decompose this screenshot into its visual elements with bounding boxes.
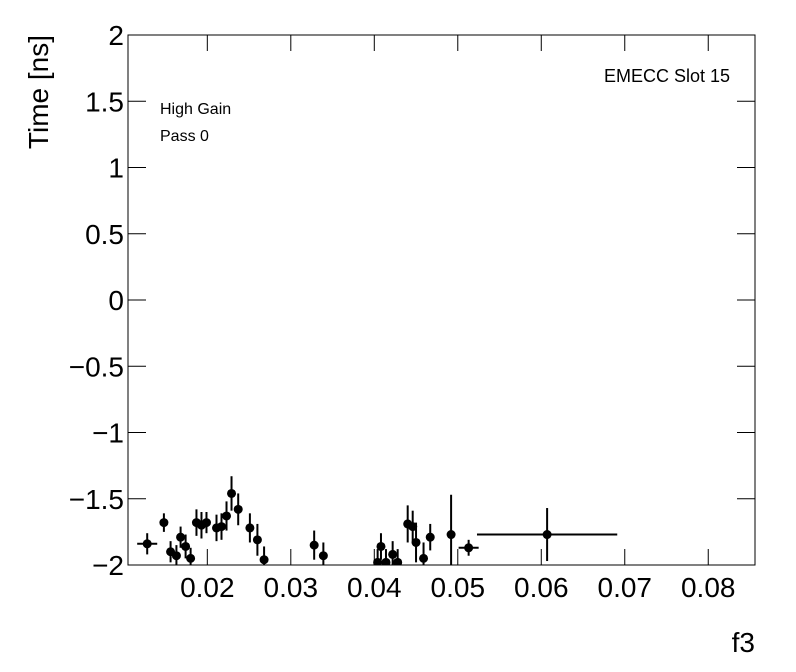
point <box>542 530 552 540</box>
y-tick-label: 1 <box>108 153 124 184</box>
point <box>419 553 429 563</box>
point <box>446 530 456 540</box>
point <box>464 543 474 553</box>
point <box>217 522 227 532</box>
y-tick-label: 0 <box>108 285 124 316</box>
point <box>252 535 262 545</box>
x-tick-label: 0.04 <box>347 572 402 603</box>
x-tick-label: 0.07 <box>598 572 653 603</box>
y-tick-label: 0.5 <box>85 219 124 250</box>
point <box>411 537 421 547</box>
point <box>227 488 237 498</box>
point <box>388 549 398 559</box>
y-tick-label: 1.5 <box>85 86 124 117</box>
point <box>393 557 403 565</box>
annotation: Pass 0 <box>160 128 209 145</box>
point <box>318 551 328 561</box>
point <box>176 532 186 542</box>
point <box>222 511 232 521</box>
annotation: High Gain <box>160 101 231 118</box>
point <box>171 551 181 561</box>
point <box>373 557 383 565</box>
y-tick-label: −1 <box>92 418 124 449</box>
point <box>245 523 255 533</box>
point <box>159 518 169 528</box>
x-tick-label: 0.03 <box>264 572 319 603</box>
data-area <box>137 476 618 565</box>
point <box>408 522 418 532</box>
x-tick-label: 0.08 <box>681 572 736 603</box>
y-axis-label: Time [ns] <box>23 35 54 149</box>
point <box>381 557 391 565</box>
point <box>142 539 152 549</box>
point <box>181 541 191 551</box>
x-tick-label: 0.02 <box>180 572 235 603</box>
chart-label: EMECC Slot 15 <box>604 66 730 86</box>
point <box>376 541 386 551</box>
y-tick-label: −0.5 <box>69 351 124 382</box>
x-tick-label: 0.06 <box>514 572 569 603</box>
point <box>309 540 319 550</box>
point <box>425 532 435 542</box>
point <box>186 553 196 563</box>
y-tick-label: −2 <box>92 550 124 581</box>
y-tick-label: 2 <box>108 20 124 51</box>
x-tick-label: 0.05 <box>431 572 486 603</box>
point <box>233 504 243 514</box>
point <box>201 518 211 528</box>
point <box>259 555 269 565</box>
x-axis-label: f3 <box>732 627 755 658</box>
y-tick-label: −1.5 <box>69 484 124 515</box>
